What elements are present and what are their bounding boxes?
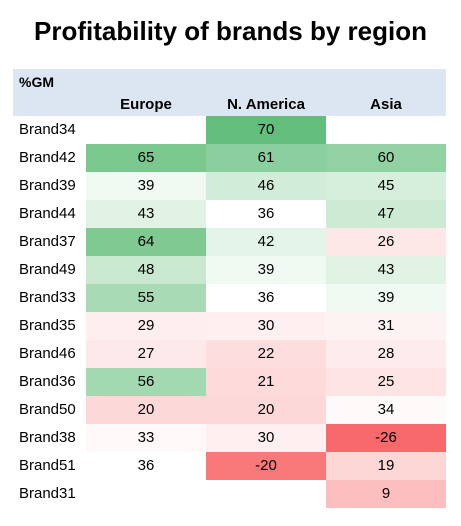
heatmap-cell-asia: 25 (326, 368, 446, 396)
column-header-asia: Asia (370, 96, 402, 113)
heatmap-cell-north-america: 61 (206, 144, 326, 172)
row-label: Brand44 (19, 205, 76, 222)
row-label: Brand42 (19, 149, 76, 166)
table-header: %GM Europe N. America Asia (13, 69, 446, 116)
heatmap-cell-asia: 34 (326, 396, 446, 424)
table-row: Brand34 70 (13, 116, 446, 144)
row-label: Brand34 (19, 121, 76, 138)
row-label: Brand38 (19, 429, 76, 446)
heatmap-cell-north-america: 30 (206, 424, 326, 452)
heatmap-cell-asia: 28 (326, 340, 446, 368)
heatmap-cell-asia: 43 (326, 256, 446, 284)
table-row: Brand37 64 42 26 (13, 228, 446, 256)
heatmap-cell-europe: 27 (86, 340, 206, 368)
heatmap-cell-europe: 48 (86, 256, 206, 284)
heatmap-cell-north-america: 39 (206, 256, 326, 284)
table-row: Brand31 9 (13, 480, 446, 508)
heatmap-cell-europe: 64 (86, 228, 206, 256)
heatmap-cell-asia: 45 (326, 172, 446, 200)
heatmap-cell-north-america: 21 (206, 368, 326, 396)
row-label: Brand50 (19, 401, 76, 418)
heatmap-cell-north-america: 36 (206, 284, 326, 312)
heatmap-cell-north-america: 70 (206, 116, 326, 144)
column-header-europe: Europe (120, 96, 172, 113)
row-label: Brand37 (19, 233, 76, 250)
heatmap-cell-europe: 43 (86, 200, 206, 228)
row-label: Brand49 (19, 261, 76, 278)
chart-title: Profitability of brands by region (34, 16, 427, 46)
row-label: Brand31 (19, 485, 76, 502)
heatmap-cell-europe: 33 (86, 424, 206, 452)
heatmap-cell-europe: 65 (86, 144, 206, 172)
heatmap-cell-north-america: 22 (206, 340, 326, 368)
table-row: Brand50 20 20 34 (13, 396, 446, 424)
table-row: Brand38 33 30 -26 (13, 424, 446, 452)
heatmap-cell-north-america: 20 (206, 396, 326, 424)
table-row: Brand35 29 30 31 (13, 312, 446, 340)
heatmap-cell-north-america: 46 (206, 172, 326, 200)
heatmap-cell-asia: 60 (326, 144, 446, 172)
row-label: Brand39 (19, 177, 76, 194)
row-label: Brand51 (19, 457, 76, 474)
table-row: Brand51 36 -20 19 (13, 452, 446, 480)
heatmap-cell-europe: 39 (86, 172, 206, 200)
table-row: Brand39 39 46 45 (13, 172, 446, 200)
heatmap-cell-north-america: 30 (206, 312, 326, 340)
row-label: Brand35 (19, 317, 76, 334)
heatmap-cell-europe: 20 (86, 396, 206, 424)
table-row: Brand33 55 36 39 (13, 284, 446, 312)
table-row: Brand44 43 36 47 (13, 200, 446, 228)
table-row: Brand36 56 21 25 (13, 368, 446, 396)
heatmap-cell-europe: 55 (86, 284, 206, 312)
heatmap-cell-north-america: 36 (206, 200, 326, 228)
row-label: Brand33 (19, 289, 76, 306)
heatmap-cell-north-america: 42 (206, 228, 326, 256)
heatmap-table: %GM Europe N. America Asia Brand34 70 Bran… (13, 69, 446, 508)
table-row: Brand42 65 61 60 (13, 144, 446, 172)
column-header-north-america: N. America (227, 96, 305, 113)
heatmap-cell-asia: 9 (326, 480, 446, 508)
table-body: Brand34 70 Brand42 65 61 60 Brand39 39 46 45 Brand… (13, 116, 446, 508)
heatmap-cell-asia: 19 (326, 452, 446, 480)
heatmap-cell-asia: -26 (326, 424, 446, 452)
heatmap-cell-asia: 47 (326, 200, 446, 228)
heatmap-cell-europe: 56 (86, 368, 206, 396)
heatmap-cell-north-america: -20 (206, 452, 326, 480)
row-label: Brand36 (19, 373, 76, 390)
heatmap-cell-asia: 31 (326, 312, 446, 340)
row-label: Brand46 (19, 345, 76, 362)
table-row: Brand49 48 39 43 (13, 256, 446, 284)
table-row: Brand46 27 22 28 (13, 340, 446, 368)
heatmap-cell-asia: 39 (326, 284, 446, 312)
corner-label: %GM (19, 74, 54, 90)
heatmap-cell-europe: 36 (86, 452, 206, 480)
heatmap-cell-asia: 26 (326, 228, 446, 256)
heatmap-cell-europe: 29 (86, 312, 206, 340)
